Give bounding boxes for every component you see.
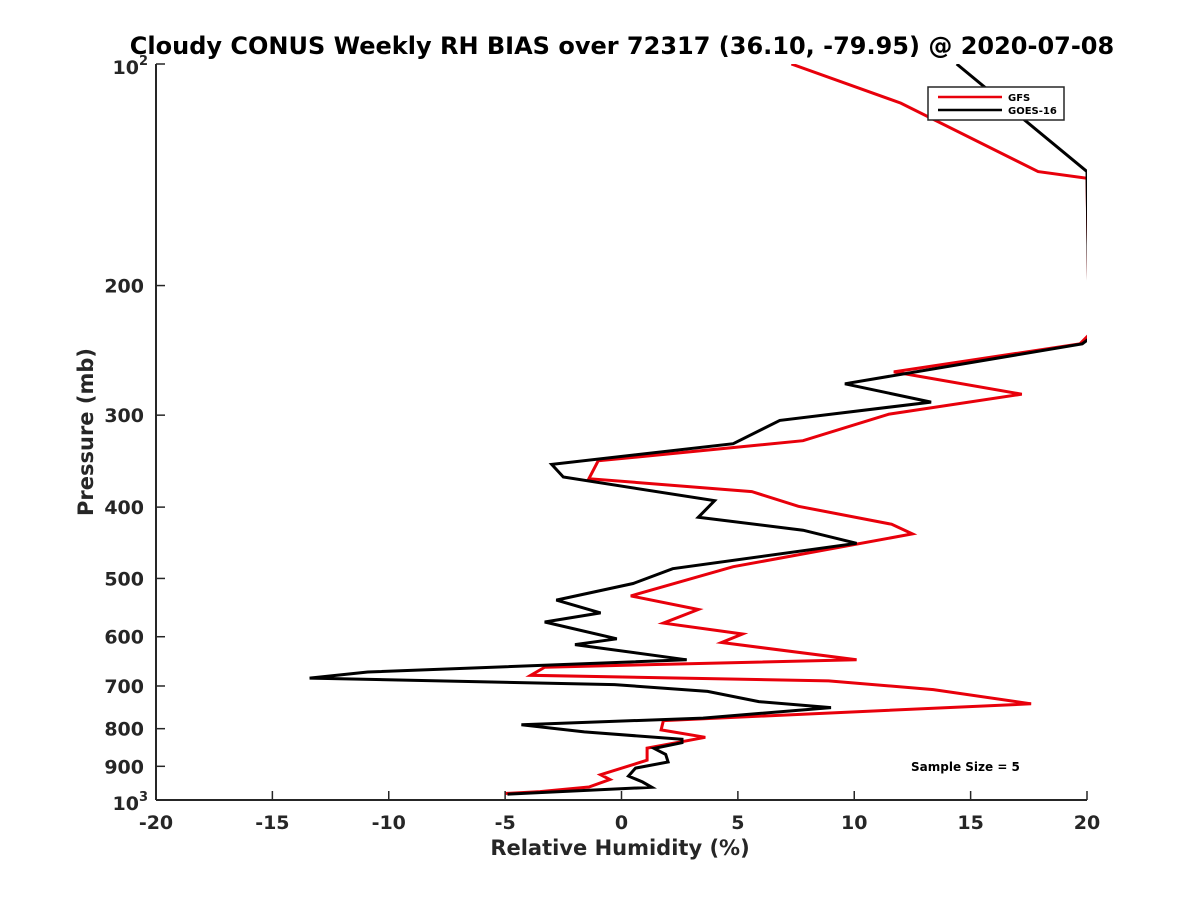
legend-label-gfs: GFS [1008, 93, 1030, 104]
y-tick-label: 200 [104, 276, 144, 298]
x-tick-label: 20 [1074, 812, 1100, 834]
sample-size-annotation: Sample Size = 5 [911, 760, 1020, 774]
legend-label-goes16: GOES-16 [1008, 106, 1057, 117]
y-tick-label: 900 [104, 756, 144, 778]
y-axis-ticks: 102 200 300 400 500 600 700 800 900 103 [104, 54, 165, 815]
legend-box [927, 86, 1065, 121]
y-tick-label: 102 [113, 54, 149, 79]
x-tick-label: 5 [731, 812, 744, 834]
x-tick-label: 10 [841, 812, 867, 834]
legend: GFS GOES-16 [927, 86, 1065, 121]
y-tick-label: 300 [104, 405, 144, 427]
x-tick-label: -10 [372, 812, 406, 834]
x-tick-label: 15 [957, 812, 983, 834]
x-tick-label: -15 [255, 812, 289, 834]
y-tick-label: 800 [104, 719, 144, 741]
x-axis-ticks: -20 -15 -10 -5 0 5 10 15 20 [139, 791, 1100, 834]
y-tick-label: 500 [104, 568, 144, 590]
x-tick-label: -20 [139, 812, 173, 834]
plot-area: -20 -15 -10 -5 0 5 10 15 20 102 200 300 400 500 600 70… [104, 54, 1100, 834]
chart-title: Cloudy CONUS Weekly RH BIAS over 72317 (… [130, 32, 1114, 60]
y-axis-label: Pressure (mb) [74, 348, 98, 516]
series-layer [309, 64, 1087, 796]
x-tick-label: 0 [615, 812, 628, 834]
y-tick-label: 600 [104, 627, 144, 649]
series-line-goes16 [309, 64, 1087, 796]
y-tick-label: 700 [104, 676, 144, 698]
y-tick-label: 103 [113, 790, 149, 815]
series-line-gfs [505, 64, 1087, 795]
x-tick-label: -5 [495, 812, 516, 834]
y-tick-label: 400 [104, 497, 144, 519]
x-axis-label: Relative Humidity (%) [490, 836, 749, 860]
